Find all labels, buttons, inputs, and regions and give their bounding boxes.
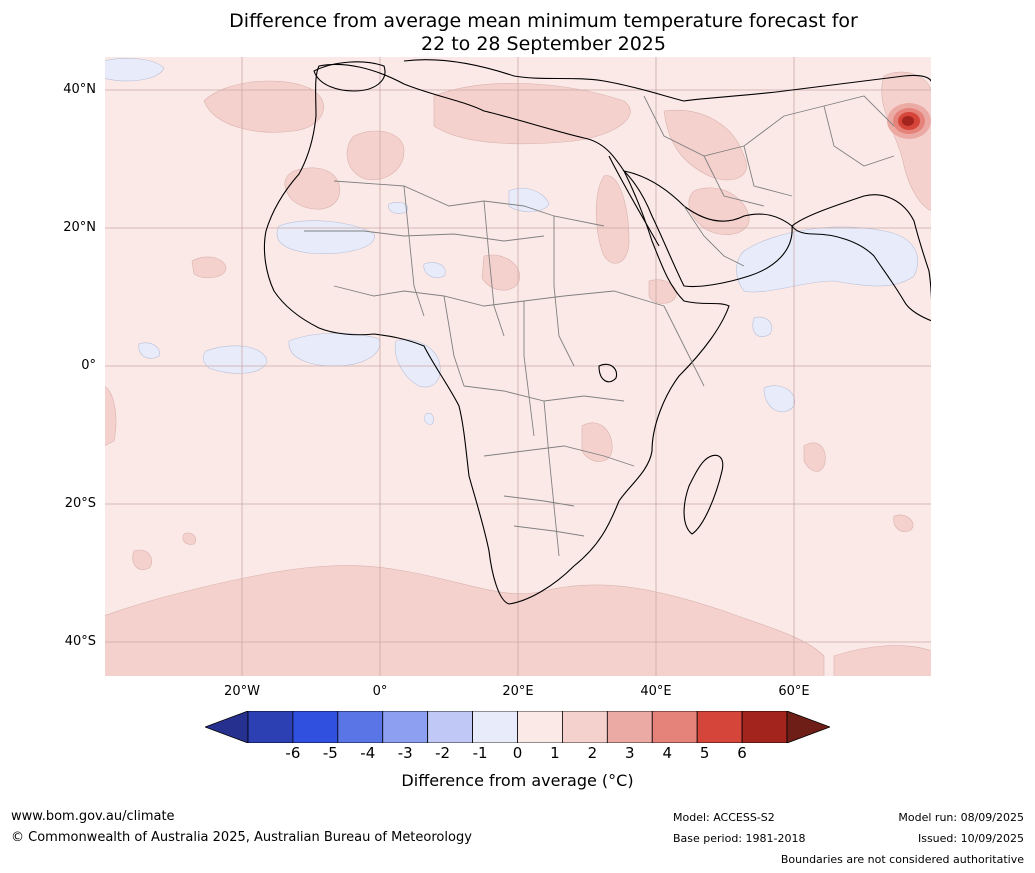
colorbar-swatch xyxy=(427,711,473,743)
cool-anomaly-areas xyxy=(104,58,919,425)
warm-anomaly-areas xyxy=(104,71,932,677)
lon-label-40e: 40°E xyxy=(640,684,672,699)
lat-label-20n: 20°N xyxy=(63,220,96,235)
colorbar-label: Difference from average (°C) xyxy=(401,771,634,790)
colorbar-tick-label: -3 xyxy=(397,744,413,762)
colorbar-swatch xyxy=(517,711,563,743)
lon-label-60e: 60°E xyxy=(778,684,810,699)
colorbar-swatch xyxy=(651,711,698,743)
colorbar-swatch xyxy=(562,711,608,743)
colorbar-tick-label: -4 xyxy=(360,744,376,762)
lat-label-40s: 40°S xyxy=(64,634,96,649)
map-frame xyxy=(104,56,932,677)
boundaries-disclaimer: Boundaries are not considered authoritat… xyxy=(780,853,1024,866)
colorbar-swatch xyxy=(472,711,518,743)
colorbar-tick-label: 5 xyxy=(699,744,710,762)
title-line-2: 22 to 28 September 2025 xyxy=(421,33,666,55)
colorbar-swatch xyxy=(741,711,788,743)
country-borders xyxy=(304,95,895,557)
lat-label-0: 0° xyxy=(81,358,96,373)
colorbar-tick-label: -5 xyxy=(322,744,338,762)
copyright-text: © Commonwealth of Australia 2025, Austra… xyxy=(11,830,472,845)
graticule xyxy=(104,56,932,677)
website-link[interactable]: www.bom.gov.au/climate xyxy=(11,809,175,824)
colorbar-tick-label: 4 xyxy=(662,744,672,762)
coastlines xyxy=(263,59,932,605)
colorbar-tick-label: 0 xyxy=(512,744,523,762)
colorbar-swatch xyxy=(337,711,384,743)
lat-label-40n: 40°N xyxy=(63,82,96,97)
colorbar-swatch xyxy=(696,711,743,743)
colorbar-swatch xyxy=(606,711,653,743)
colorbar-swatch xyxy=(247,711,294,743)
issued-date: Issued: 10/09/2025 xyxy=(917,832,1024,845)
colorbar-tick-label: -6 xyxy=(285,744,301,762)
colorbar-tick-label: 6 xyxy=(737,744,747,762)
base-period: Base period: 1981-2018 xyxy=(673,832,806,845)
lat-label-20s: 20°S xyxy=(64,496,96,511)
colorbar-tick-label: 3 xyxy=(625,744,635,762)
colorbar-swatch xyxy=(382,711,429,743)
hot-spot-anomaly xyxy=(887,103,931,139)
colorbar-swatch xyxy=(292,711,339,743)
forecast-map xyxy=(104,56,932,677)
colorbar-tick-label: 2 xyxy=(587,744,598,762)
colorbar-tick-label: 1 xyxy=(550,744,560,762)
title-line-1: Difference from average mean minimum tem… xyxy=(229,10,858,32)
model-name: Model: ACCESS-S2 xyxy=(673,811,775,824)
model-run: Model run: 08/09/2025 xyxy=(898,811,1024,824)
lon-label-20e: 20°E xyxy=(502,684,534,699)
colorbar-tick-label: -2 xyxy=(435,744,451,762)
colorbar-extend-low xyxy=(205,711,249,743)
chart-title: Difference from average mean minimum tem… xyxy=(0,10,1035,56)
lon-label-0: 0° xyxy=(372,684,388,699)
lon-label-20w: 20°W xyxy=(224,684,260,699)
colorbar-extend-high xyxy=(786,711,830,743)
colorbar-tick-label: -1 xyxy=(472,744,488,762)
colorbar xyxy=(205,711,830,743)
